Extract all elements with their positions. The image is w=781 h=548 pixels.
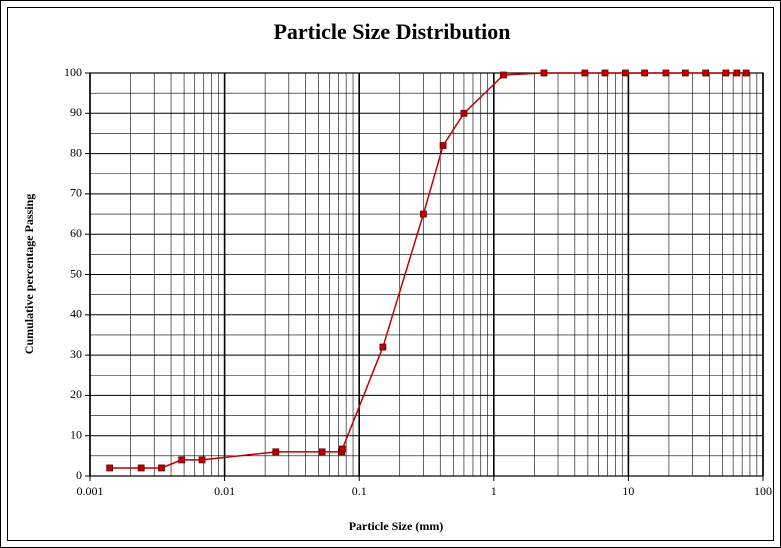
y-tick-label: 0 — [76, 468, 82, 482]
data-point — [702, 69, 710, 77]
data-point — [681, 69, 689, 77]
data-point — [137, 464, 145, 472]
chart-title: Particle Size Distribution — [273, 19, 510, 44]
data-point — [722, 69, 730, 77]
x-tick-label: 0.01 — [214, 484, 235, 498]
x-tick-label: 0.1 — [352, 484, 367, 498]
data-point — [158, 464, 165, 472]
y-tick-label: 40 — [70, 307, 82, 321]
data-point — [500, 71, 507, 79]
data-point — [379, 343, 387, 351]
data-point — [540, 69, 548, 77]
data-point — [601, 69, 609, 77]
x-tick-label: 100 — [754, 484, 772, 498]
y-tick-label: 50 — [70, 266, 82, 280]
data-point — [622, 69, 629, 77]
x-tick-label: 0.001 — [77, 484, 104, 498]
data-point — [420, 210, 427, 218]
data-point — [338, 445, 346, 453]
y-tick-label: 60 — [70, 226, 82, 240]
data-point — [641, 69, 649, 77]
data-point — [178, 456, 186, 464]
data-point — [272, 448, 280, 456]
data-point — [439, 142, 447, 149]
x-tick-label: 10 — [622, 484, 634, 498]
data-point — [581, 69, 589, 77]
chart-frame — [7, 7, 774, 541]
y-tick-label: 10 — [70, 427, 82, 441]
y-tick-label: 70 — [70, 186, 82, 200]
y-axis-label: Cumulative percentage Passing — [22, 194, 36, 354]
plot-border — [89, 72, 764, 477]
data-point — [198, 456, 206, 464]
y-tick-label: 90 — [70, 105, 82, 119]
y-tick-label: 80 — [70, 145, 82, 159]
data-point — [318, 448, 326, 456]
data-point — [742, 69, 750, 77]
x-axis-label: Particle Size (mm) — [349, 519, 444, 533]
x-tick-label: 1 — [491, 484, 497, 498]
y-tick-label: 30 — [70, 347, 82, 361]
y-tick-label: 20 — [70, 387, 82, 401]
data-point — [460, 109, 468, 117]
data-point — [106, 464, 114, 472]
y-tick-label: 100 — [64, 65, 82, 79]
data-point — [662, 69, 670, 77]
data-point — [733, 69, 741, 77]
